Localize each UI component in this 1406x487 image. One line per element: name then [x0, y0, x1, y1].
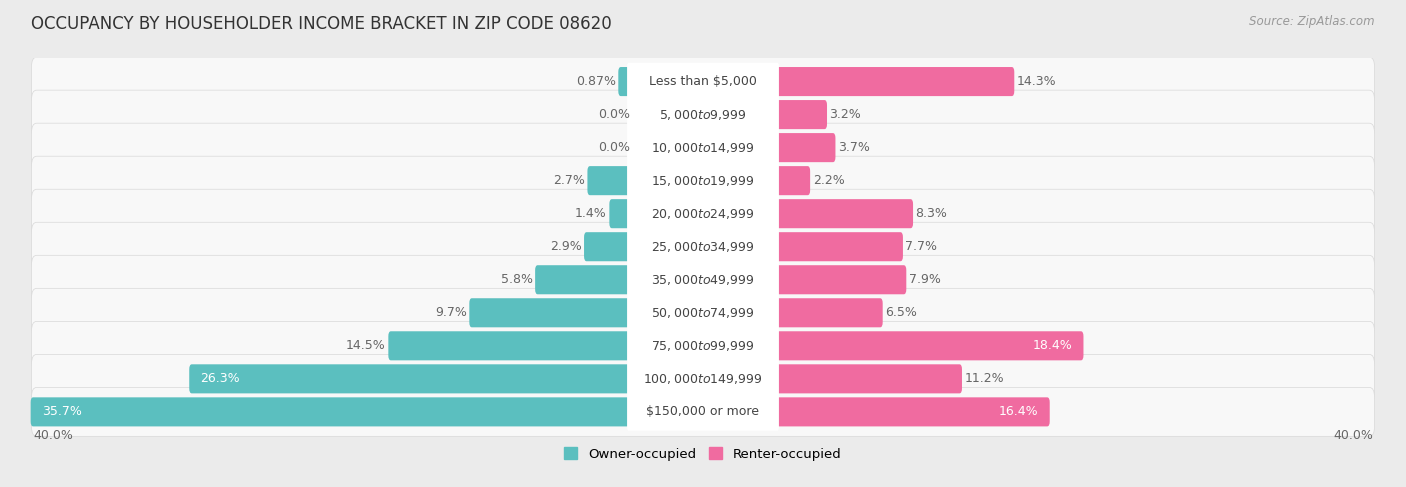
Text: 0.87%: 0.87% [576, 75, 616, 88]
Text: 1.4%: 1.4% [575, 207, 607, 220]
Text: $5,000 to $9,999: $5,000 to $9,999 [659, 108, 747, 122]
FancyBboxPatch shape [768, 199, 912, 228]
FancyBboxPatch shape [31, 123, 1375, 172]
FancyBboxPatch shape [627, 393, 779, 431]
FancyBboxPatch shape [627, 96, 779, 133]
FancyBboxPatch shape [768, 265, 907, 294]
FancyBboxPatch shape [31, 57, 1375, 106]
Text: 3.7%: 3.7% [838, 141, 870, 154]
FancyBboxPatch shape [627, 294, 779, 332]
Text: $10,000 to $14,999: $10,000 to $14,999 [651, 141, 755, 155]
Text: 40.0%: 40.0% [34, 429, 73, 442]
Text: 26.3%: 26.3% [200, 373, 240, 385]
Text: 2.2%: 2.2% [813, 174, 845, 187]
FancyBboxPatch shape [31, 321, 1375, 370]
FancyBboxPatch shape [388, 331, 638, 360]
Text: $35,000 to $49,999: $35,000 to $49,999 [651, 273, 755, 287]
FancyBboxPatch shape [768, 331, 1084, 360]
FancyBboxPatch shape [627, 162, 779, 200]
Text: 18.4%: 18.4% [1033, 339, 1073, 352]
FancyBboxPatch shape [768, 166, 810, 195]
FancyBboxPatch shape [31, 255, 1375, 304]
Text: 9.7%: 9.7% [434, 306, 467, 319]
FancyBboxPatch shape [768, 67, 1014, 96]
Text: OCCUPANCY BY HOUSEHOLDER INCOME BRACKET IN ZIP CODE 08620: OCCUPANCY BY HOUSEHOLDER INCOME BRACKET … [31, 15, 612, 33]
Text: 35.7%: 35.7% [42, 405, 82, 418]
Text: $25,000 to $34,999: $25,000 to $34,999 [651, 240, 755, 254]
Text: 14.5%: 14.5% [346, 339, 385, 352]
Text: 6.5%: 6.5% [886, 306, 917, 319]
FancyBboxPatch shape [31, 222, 1375, 271]
Text: 2.9%: 2.9% [550, 240, 582, 253]
Text: $75,000 to $99,999: $75,000 to $99,999 [651, 339, 755, 353]
FancyBboxPatch shape [627, 360, 779, 398]
FancyBboxPatch shape [768, 100, 827, 129]
Text: 3.2%: 3.2% [830, 108, 862, 121]
FancyBboxPatch shape [609, 199, 638, 228]
Text: 7.9%: 7.9% [908, 273, 941, 286]
Text: Less than $5,000: Less than $5,000 [650, 75, 756, 88]
FancyBboxPatch shape [583, 232, 638, 261]
FancyBboxPatch shape [536, 265, 638, 294]
Text: $100,000 to $149,999: $100,000 to $149,999 [644, 372, 762, 386]
FancyBboxPatch shape [31, 288, 1375, 337]
Text: 0.0%: 0.0% [599, 141, 630, 154]
FancyBboxPatch shape [768, 133, 835, 162]
FancyBboxPatch shape [768, 364, 962, 393]
FancyBboxPatch shape [627, 228, 779, 265]
Text: 40.0%: 40.0% [1333, 429, 1372, 442]
FancyBboxPatch shape [768, 397, 1050, 427]
FancyBboxPatch shape [619, 67, 638, 96]
FancyBboxPatch shape [470, 298, 638, 327]
FancyBboxPatch shape [31, 388, 1375, 436]
FancyBboxPatch shape [627, 327, 779, 365]
Text: 14.3%: 14.3% [1017, 75, 1056, 88]
FancyBboxPatch shape [627, 261, 779, 299]
Text: $150,000 or more: $150,000 or more [647, 405, 759, 418]
FancyBboxPatch shape [31, 156, 1375, 205]
Text: 16.4%: 16.4% [1000, 405, 1039, 418]
Legend: Owner-occupied, Renter-occupied: Owner-occupied, Renter-occupied [560, 442, 846, 466]
Text: $20,000 to $24,999: $20,000 to $24,999 [651, 206, 755, 221]
FancyBboxPatch shape [31, 355, 1375, 403]
FancyBboxPatch shape [768, 232, 903, 261]
Text: $50,000 to $74,999: $50,000 to $74,999 [651, 306, 755, 320]
Text: 0.0%: 0.0% [599, 108, 630, 121]
FancyBboxPatch shape [627, 129, 779, 167]
FancyBboxPatch shape [627, 63, 779, 100]
FancyBboxPatch shape [627, 195, 779, 232]
FancyBboxPatch shape [768, 298, 883, 327]
FancyBboxPatch shape [31, 90, 1375, 139]
Text: Source: ZipAtlas.com: Source: ZipAtlas.com [1250, 15, 1375, 28]
FancyBboxPatch shape [31, 189, 1375, 238]
Text: 5.8%: 5.8% [501, 273, 533, 286]
Text: 7.7%: 7.7% [905, 240, 938, 253]
Text: 8.3%: 8.3% [915, 207, 948, 220]
Text: 11.2%: 11.2% [965, 373, 1004, 385]
Text: 2.7%: 2.7% [553, 174, 585, 187]
FancyBboxPatch shape [190, 364, 638, 393]
FancyBboxPatch shape [588, 166, 638, 195]
FancyBboxPatch shape [31, 397, 638, 427]
Text: $15,000 to $19,999: $15,000 to $19,999 [651, 174, 755, 187]
